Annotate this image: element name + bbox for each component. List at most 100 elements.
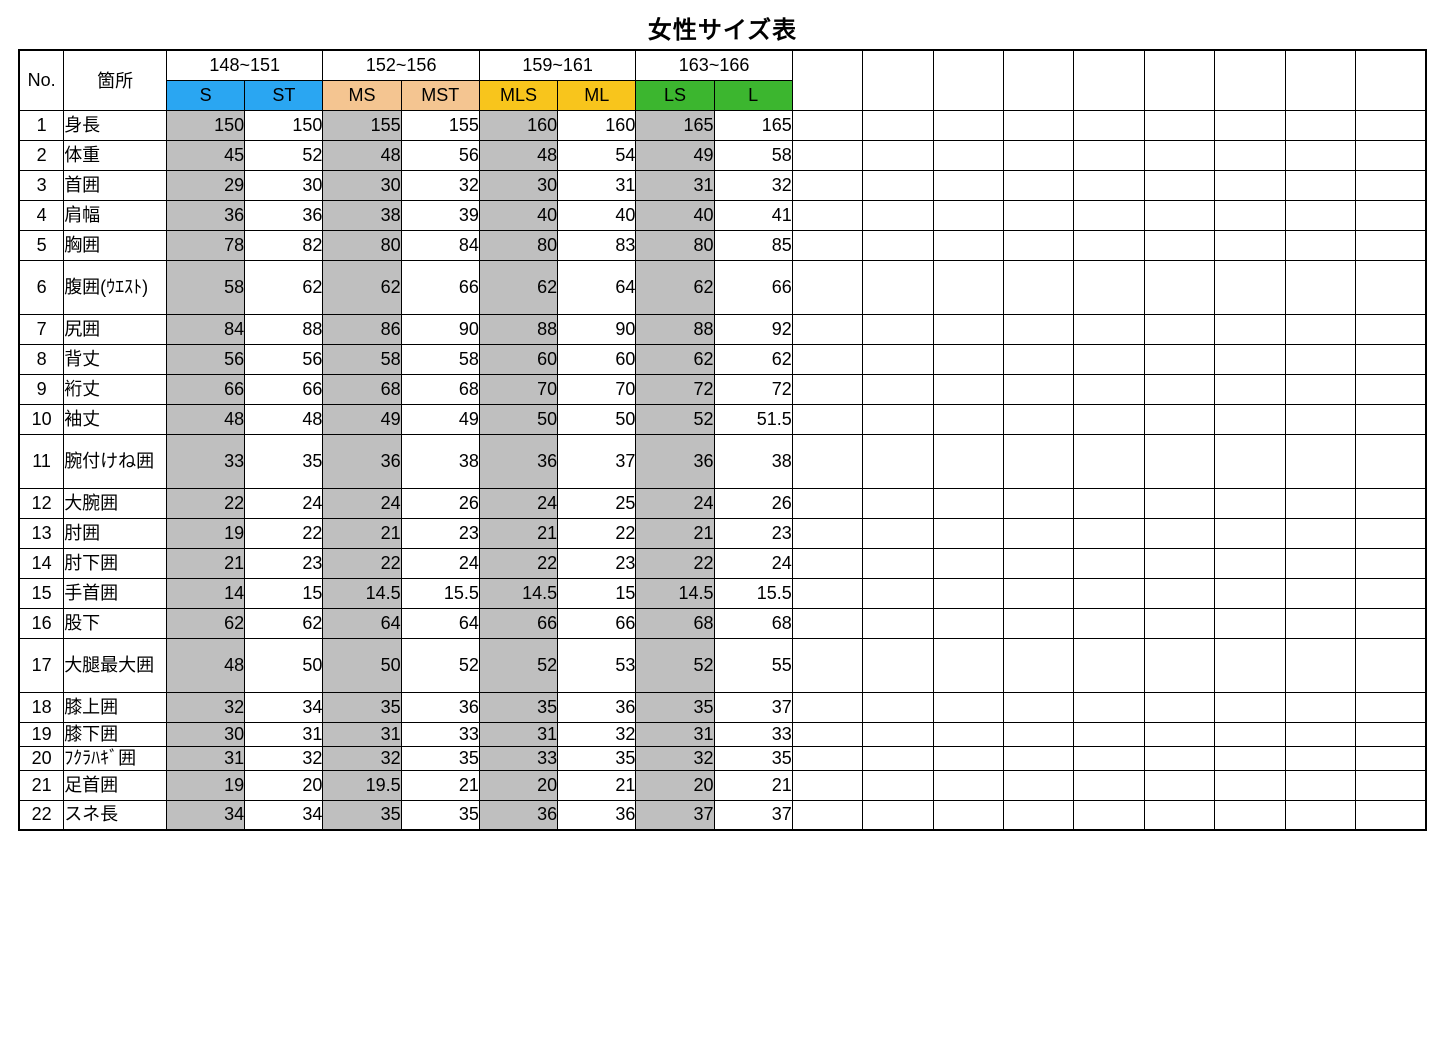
empty-cell	[933, 344, 1003, 374]
value-cell: 37	[558, 434, 636, 488]
empty-cell	[863, 488, 933, 518]
row-number: 4	[19, 200, 64, 230]
empty-cell	[1003, 770, 1073, 800]
empty-cell	[792, 518, 862, 548]
empty-cell	[933, 578, 1003, 608]
row-part-name: 股下	[64, 608, 167, 638]
value-cell: 35	[401, 746, 479, 770]
empty-cell	[1074, 746, 1144, 770]
value-cell: 14.5	[636, 578, 714, 608]
empty-cell	[1074, 548, 1144, 578]
empty-cell	[1355, 140, 1426, 170]
col-header-range: 159~161	[479, 50, 635, 80]
empty-cell	[1144, 488, 1214, 518]
empty-cell	[863, 638, 933, 692]
empty-cell	[1003, 722, 1073, 746]
empty-cell	[933, 800, 1003, 830]
table-row: 17大腿最大囲4850505252535255	[19, 638, 1426, 692]
value-cell: 24	[636, 488, 714, 518]
row-number: 11	[19, 434, 64, 488]
value-cell: 33	[166, 434, 244, 488]
value-cell: 68	[714, 608, 792, 638]
empty-cell	[1144, 260, 1214, 314]
value-cell: 52	[245, 140, 323, 170]
empty-cell	[1285, 230, 1355, 260]
value-cell: 32	[401, 170, 479, 200]
value-cell: 35	[401, 800, 479, 830]
value-cell: 21	[401, 770, 479, 800]
value-cell: 38	[714, 434, 792, 488]
empty-cell	[1215, 140, 1285, 170]
value-cell: 22	[558, 518, 636, 548]
empty-cell	[1215, 488, 1285, 518]
empty-cell	[1355, 692, 1426, 722]
empty-cell	[933, 548, 1003, 578]
empty-cell	[1285, 344, 1355, 374]
value-cell: 68	[323, 374, 401, 404]
empty-cell	[863, 110, 933, 140]
table-row: 20ﾌｸﾗﾊｷﾞ囲3132323533353235	[19, 746, 1426, 770]
page-title: 女性サイズ表	[18, 10, 1427, 45]
empty-cell	[933, 608, 1003, 638]
empty-cell	[1355, 518, 1426, 548]
row-part-name: 大腕囲	[64, 488, 167, 518]
row-part-name: 肘下囲	[64, 548, 167, 578]
value-cell: 31	[323, 722, 401, 746]
value-cell: 90	[401, 314, 479, 344]
row-number: 14	[19, 548, 64, 578]
value-cell: 155	[323, 110, 401, 140]
empty-cell	[1144, 344, 1214, 374]
empty-cell	[863, 434, 933, 488]
value-cell: 36	[479, 434, 557, 488]
row-number: 18	[19, 692, 64, 722]
value-cell: 165	[636, 110, 714, 140]
col-header-size: L	[714, 80, 792, 110]
value-cell: 66	[479, 608, 557, 638]
value-cell: 15.5	[401, 578, 479, 608]
value-cell: 84	[401, 230, 479, 260]
row-number: 1	[19, 110, 64, 140]
value-cell: 52	[401, 638, 479, 692]
empty-cell	[1003, 578, 1073, 608]
col-header-size: S	[166, 80, 244, 110]
table-row: 1身長150150155155160160165165	[19, 110, 1426, 140]
value-cell: 66	[714, 260, 792, 314]
value-cell: 22	[245, 518, 323, 548]
row-part-name: 肘囲	[64, 518, 167, 548]
empty-cell	[1144, 722, 1214, 746]
value-cell: 160	[558, 110, 636, 140]
value-cell: 35	[245, 434, 323, 488]
empty-cell	[792, 140, 862, 170]
empty-cell	[1355, 344, 1426, 374]
empty-cell	[792, 404, 862, 434]
value-cell: 48	[245, 404, 323, 434]
empty-cell	[1074, 404, 1144, 434]
value-cell: 37	[714, 692, 792, 722]
value-cell: 86	[323, 314, 401, 344]
empty-cell	[1144, 770, 1214, 800]
value-cell: 48	[166, 404, 244, 434]
col-header-range: 163~166	[636, 50, 792, 80]
value-cell: 62	[479, 260, 557, 314]
row-part-name: 身長	[64, 110, 167, 140]
empty-cell	[863, 770, 933, 800]
empty-cell	[1144, 170, 1214, 200]
value-cell: 31	[636, 170, 714, 200]
empty-cell	[1003, 314, 1073, 344]
empty-cell	[1285, 488, 1355, 518]
col-header-range: 148~151	[166, 50, 322, 80]
empty-cell	[1003, 608, 1073, 638]
value-cell: 31	[245, 722, 323, 746]
row-part-name: 手首囲	[64, 578, 167, 608]
row-part-name: 体重	[64, 140, 167, 170]
empty-cell	[1355, 170, 1426, 200]
value-cell: 31	[558, 170, 636, 200]
row-part-name: 腹囲(ｳｴｽﾄ)	[64, 260, 167, 314]
empty-cell	[1003, 200, 1073, 230]
value-cell: 29	[166, 170, 244, 200]
value-cell: 23	[558, 548, 636, 578]
empty-cell	[933, 518, 1003, 548]
table-row: 2体重4552485648544958	[19, 140, 1426, 170]
empty-cell	[863, 800, 933, 830]
row-part-name: 胸囲	[64, 230, 167, 260]
